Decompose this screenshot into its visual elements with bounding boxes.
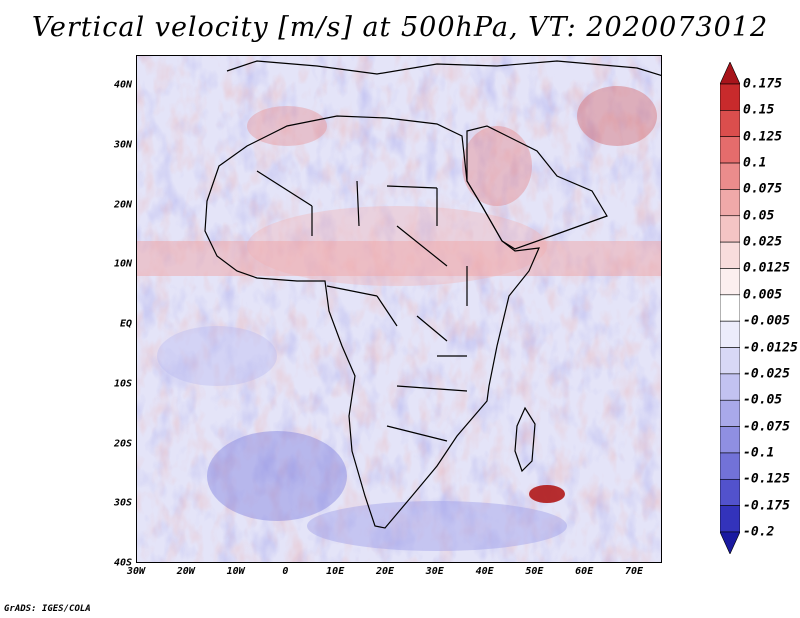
lon-tick-label: 0 xyxy=(282,566,289,577)
colorbar-swatch xyxy=(719,241,741,269)
colorbar-tick-label: -0.175 xyxy=(743,498,790,514)
lat-tick-label: 30N xyxy=(113,139,132,151)
colorbar-swatch xyxy=(719,189,741,217)
colorbar-tick-label: -0.025 xyxy=(743,366,790,382)
lon-tick-label: 20W xyxy=(176,566,195,577)
lon-tick-label: 30W xyxy=(126,566,146,577)
lon-tick-label: 50E xyxy=(525,566,544,577)
colorbar-swatch xyxy=(719,294,741,322)
colorbar xyxy=(719,61,741,555)
colorbar-swatch xyxy=(719,320,741,348)
colorbar-tick-label: -0.125 xyxy=(743,471,790,487)
colorbar-swatch xyxy=(719,478,741,506)
colorbar-tick-label: -0.05 xyxy=(743,392,783,408)
colorbar-tick-label: 0.175 xyxy=(743,76,783,92)
lon-tick-label: 10W xyxy=(226,566,245,577)
colorbar-swatch xyxy=(719,83,741,111)
lon-tick-label: 20E xyxy=(375,566,395,577)
colorbar-swatch xyxy=(719,162,741,190)
colorbar-swatch xyxy=(719,110,741,138)
colorbar-swatch xyxy=(719,268,741,296)
colorbar-tick-label: -0.0125 xyxy=(743,340,798,356)
colorbar-swatch xyxy=(719,426,741,454)
lat-tick-label: 20S xyxy=(113,438,132,449)
footer-credit: GrADS: IGES/COLA xyxy=(4,604,91,614)
colorbar-tick-label: 0.0125 xyxy=(743,260,790,276)
colorbar-swatch xyxy=(719,61,741,85)
colorbar-swatch xyxy=(719,399,741,427)
lon-tick-label: 10E xyxy=(326,566,345,577)
colorbar-scale xyxy=(719,61,741,555)
colorbar-swatch xyxy=(719,452,741,480)
lat-tick-label: 30S xyxy=(113,497,132,509)
colorbar-tick-label: -0.075 xyxy=(743,419,790,435)
colorbar-tick-label: 0.075 xyxy=(743,181,783,197)
lat-tick-label: 40S xyxy=(113,557,132,569)
map-panel xyxy=(136,55,662,563)
colorbar-swatch xyxy=(719,136,741,164)
lon-tick-label: 70E xyxy=(624,566,644,577)
lat-tick-label: 10S xyxy=(113,378,132,390)
colorbar-swatch xyxy=(719,215,741,243)
colorbar-tick-label: 0.005 xyxy=(743,287,783,303)
colorbar-tick-label: -0.2 xyxy=(743,524,775,540)
lon-tick-label: 40E xyxy=(475,566,494,577)
colorbar-tick-label: 0.15 xyxy=(743,102,775,118)
lon-tick-label: 60E xyxy=(575,566,594,577)
colorbar-tick-label: -0.005 xyxy=(743,313,790,329)
chart-title: Vertical velocity [m/s] at 500hPa, VT: 2… xyxy=(31,12,769,43)
colorbar-swatch xyxy=(719,373,741,401)
colorbar-swatch xyxy=(719,531,741,555)
colorbar-swatch xyxy=(719,347,741,375)
colorbar-tick-label: 0.125 xyxy=(743,129,783,145)
lat-tick-label: 20N xyxy=(113,199,132,210)
lat-tick-label: EQ xyxy=(119,318,132,330)
vertical-velocity-field xyxy=(137,56,661,562)
colorbar-swatch xyxy=(719,505,741,533)
lon-tick-label: 30E xyxy=(425,566,444,577)
lat-tick-label: 10N xyxy=(113,258,132,270)
colorbar-tick-label: -0.1 xyxy=(743,445,775,461)
lat-tick-label: 40N xyxy=(113,79,132,91)
colorbar-tick-label: 0.05 xyxy=(743,208,775,224)
colorbar-tick-label: 0.025 xyxy=(743,234,783,250)
colorbar-tick-label: 0.1 xyxy=(743,155,767,171)
